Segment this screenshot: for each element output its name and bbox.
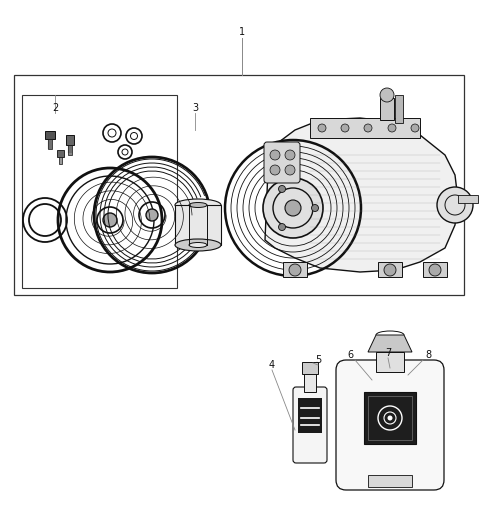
Circle shape bbox=[289, 264, 301, 276]
Circle shape bbox=[437, 187, 473, 223]
Bar bbox=[14, 75, 464, 295]
Circle shape bbox=[411, 124, 419, 132]
Bar bbox=[302, 362, 318, 374]
Text: 4: 4 bbox=[269, 360, 275, 370]
Bar bbox=[283, 262, 307, 277]
Bar bbox=[423, 262, 447, 277]
Circle shape bbox=[278, 185, 286, 193]
Bar bbox=[378, 262, 402, 277]
Circle shape bbox=[429, 264, 441, 276]
FancyBboxPatch shape bbox=[293, 387, 327, 463]
Bar bbox=[310, 118, 420, 138]
Bar bbox=[66, 135, 74, 145]
Text: 5: 5 bbox=[315, 355, 321, 365]
Circle shape bbox=[318, 124, 326, 132]
Bar bbox=[380, 98, 394, 120]
Bar bbox=[458, 195, 478, 203]
Bar bbox=[368, 396, 412, 440]
Bar bbox=[376, 352, 404, 372]
Circle shape bbox=[341, 124, 349, 132]
Text: 3: 3 bbox=[192, 103, 198, 113]
Polygon shape bbox=[265, 118, 458, 272]
Text: 2: 2 bbox=[52, 103, 58, 113]
Ellipse shape bbox=[175, 199, 221, 211]
Circle shape bbox=[270, 150, 280, 160]
Bar bbox=[298, 398, 322, 433]
Circle shape bbox=[263, 178, 323, 238]
Polygon shape bbox=[368, 335, 412, 352]
Bar bbox=[22, 95, 177, 288]
Bar bbox=[48, 139, 52, 149]
Circle shape bbox=[384, 264, 396, 276]
Circle shape bbox=[270, 165, 280, 175]
Bar bbox=[395, 95, 403, 123]
Circle shape bbox=[285, 165, 295, 175]
Ellipse shape bbox=[175, 239, 221, 251]
FancyBboxPatch shape bbox=[264, 142, 300, 183]
Circle shape bbox=[312, 204, 319, 211]
Text: 6: 6 bbox=[347, 350, 353, 360]
Bar bbox=[68, 145, 72, 155]
Ellipse shape bbox=[189, 243, 207, 247]
Circle shape bbox=[103, 213, 117, 227]
Circle shape bbox=[388, 124, 396, 132]
Bar bbox=[59, 157, 62, 164]
Text: 1: 1 bbox=[239, 27, 245, 37]
Bar bbox=[57, 150, 64, 157]
Circle shape bbox=[278, 224, 286, 230]
Circle shape bbox=[380, 88, 394, 102]
Bar bbox=[45, 131, 55, 139]
Bar bbox=[304, 372, 316, 392]
Bar bbox=[364, 392, 416, 444]
FancyBboxPatch shape bbox=[336, 360, 444, 490]
Text: 7: 7 bbox=[385, 348, 391, 358]
Ellipse shape bbox=[189, 203, 207, 207]
Circle shape bbox=[387, 416, 393, 420]
Circle shape bbox=[364, 124, 372, 132]
Text: 8: 8 bbox=[425, 350, 431, 360]
Circle shape bbox=[146, 209, 158, 221]
Circle shape bbox=[285, 150, 295, 160]
Bar bbox=[175, 205, 221, 245]
Bar bbox=[368, 475, 412, 487]
Circle shape bbox=[285, 200, 301, 216]
